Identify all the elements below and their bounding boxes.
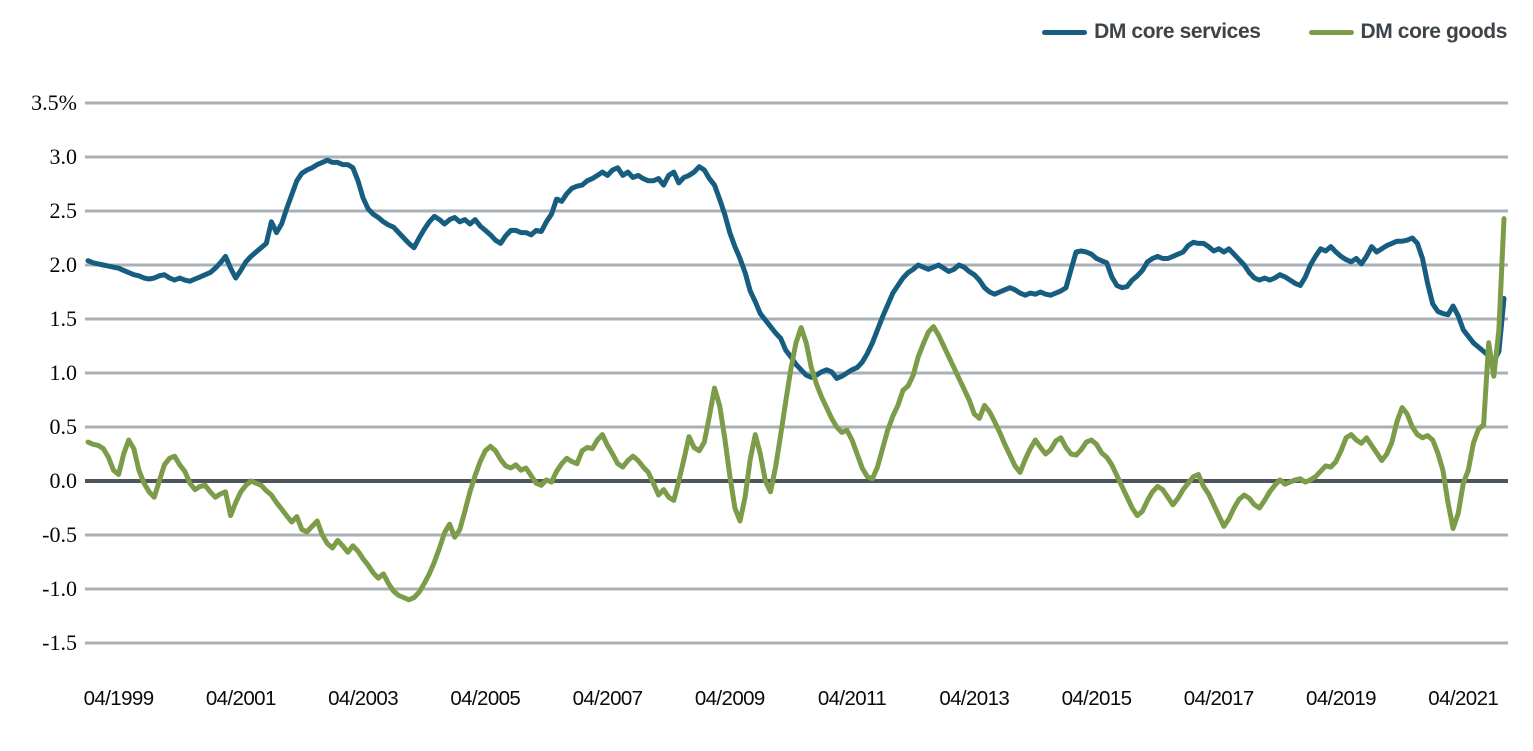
- y-tick-label: 0.0: [49, 468, 78, 493]
- y-tick-label: -1.0: [42, 576, 77, 601]
- x-tick-label: 04/2001: [205, 687, 277, 710]
- x-tick-label: 04/2007: [572, 687, 644, 710]
- y-tick-label: 2.5: [49, 198, 78, 223]
- x-tick-label: 04/2019: [1306, 687, 1377, 710]
- y-tick-label: 2.0: [49, 252, 78, 277]
- gridlines: [85, 101, 1508, 645]
- legend-label-services: DM core services: [1094, 20, 1261, 43]
- x-tick-label: 04/2005: [450, 687, 521, 710]
- x-tick-label: 04/2013: [939, 687, 1010, 710]
- x-tick-label: 04/1999: [83, 687, 155, 710]
- series-line-dm-core-services: [85, 157, 1507, 381]
- legend-label-goods: DM core goods: [1360, 20, 1508, 43]
- y-tick-label: 3.0: [49, 144, 78, 169]
- x-tick-label: 04/2009: [694, 687, 766, 710]
- y-tick-label: -1.5: [42, 630, 77, 655]
- legend-item-dm-core-goods: DM core goods: [1308, 20, 1508, 44]
- y-tick-label: -0.5: [42, 522, 77, 547]
- y-tick-label: 1.5: [49, 306, 78, 331]
- x-tick-label: 04/2017: [1183, 687, 1255, 710]
- legend: DM core services DM core goods: [1042, 20, 1507, 44]
- y-tick-label: 1.0: [49, 360, 78, 385]
- x-tick-label: 04/2021: [1428, 687, 1499, 710]
- y-tick-label: 0.5: [49, 414, 78, 439]
- x-tick-label: 04/2011: [817, 687, 887, 710]
- series-line-dm-core-goods: [85, 216, 1507, 603]
- y-tick-label: 3.5%: [31, 90, 77, 115]
- x-tick-label: 04/2015: [1061, 687, 1133, 710]
- legend-item-dm-core-services: DM core services: [1042, 20, 1261, 44]
- services-line-swatch-icon: [1042, 29, 1088, 35]
- series-lines: [85, 157, 1507, 603]
- x-tick-label: 04/2003: [328, 687, 399, 710]
- goods-line-swatch-icon: [1308, 29, 1354, 35]
